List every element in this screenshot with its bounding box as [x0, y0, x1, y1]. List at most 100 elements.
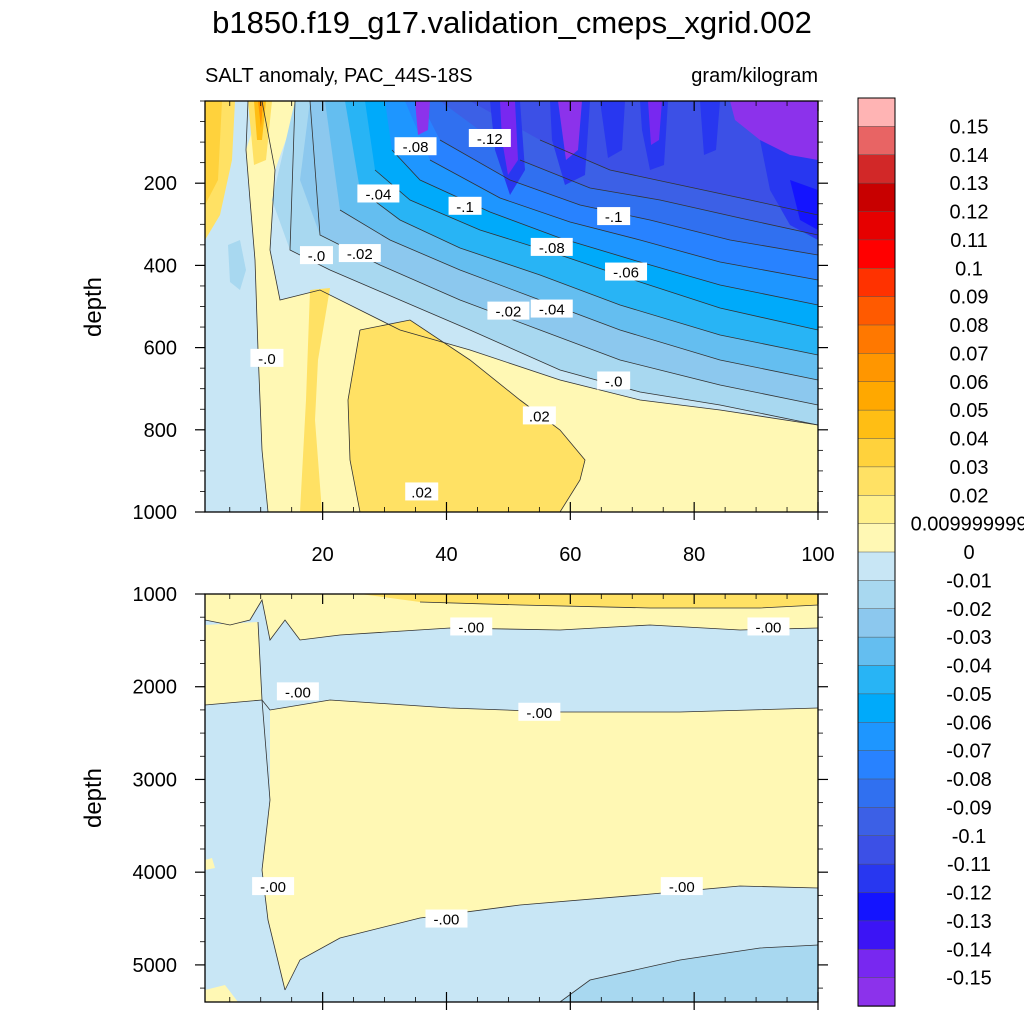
colorbar-swatch — [857, 353, 896, 383]
contour-label-box — [597, 207, 631, 226]
colorbar-label: -0.11 — [947, 854, 991, 876]
top-y-axis-label: depth — [80, 277, 107, 337]
contour-label: -.02 — [338, 244, 381, 263]
colorbar-label: 0.13 — [950, 173, 989, 195]
contour-label-box — [518, 702, 561, 721]
contour-label-box — [530, 237, 573, 256]
colorbar-label: -0.09 — [946, 797, 992, 819]
contour-label-box — [605, 262, 648, 281]
colorbar-swatch — [857, 977, 896, 1007]
contour-label: -.0 — [299, 246, 333, 265]
contour-label: .02 — [522, 406, 556, 425]
chart-subtitle-left: SALT anomaly, PAC_44S-18S — [205, 65, 473, 87]
colorbar-swatch — [857, 211, 896, 241]
colorbar-swatch — [857, 409, 896, 440]
contour-label-box — [530, 299, 573, 318]
shared-x-axis-labels: 20 40 60 80 100 — [312, 544, 835, 566]
colorbar-label: 0.15 — [950, 116, 989, 138]
colorbar-swatch — [857, 778, 896, 809]
colorbar-swatch — [857, 863, 896, 894]
bottom-y-tick-label: 3000 — [133, 769, 178, 791]
bottom-panel-frame — [204, 593, 819, 1003]
colorbar-swatch — [857, 892, 896, 922]
bottom-y-axis-label: depth — [80, 768, 107, 828]
contour-label-text: -.0 — [308, 248, 326, 265]
contour-label-box — [597, 371, 631, 390]
colorbar-swatch — [857, 750, 896, 780]
colorbar-swatch — [857, 438, 896, 468]
colorbar-label: 0.04 — [950, 429, 989, 451]
bottom-panel-field — [205, 594, 818, 1002]
contour-label-box — [487, 301, 530, 320]
colorbar-swatch — [857, 920, 896, 950]
contour-label-box — [276, 682, 319, 701]
colorbar-label: 0.02 — [950, 485, 989, 507]
x-tick-label: 20 — [312, 544, 334, 566]
contour-label-text: -.06 — [613, 265, 639, 282]
top-y-axis: 200 400 600 800 1000 — [133, 100, 828, 524]
contour-label-text: -.02 — [347, 246, 373, 263]
contour-label-text: -.00 — [260, 879, 286, 896]
colorbar-swatch — [857, 608, 896, 638]
bottom-y-axis: 1000 2000 3000 4000 5000 — [133, 584, 828, 989]
top-y-tick-label: 200 — [144, 173, 177, 195]
contour-label: -.00 — [276, 682, 319, 701]
colorbar-labels: 0.15 0.14 0.13 0.12 0.11 0.1 0.09 0.08 0.07 0.06 0… — [911, 116, 1024, 989]
contour-label: -.06 — [605, 262, 648, 282]
contour-label: -.00 — [660, 877, 703, 896]
contour-label-box — [747, 617, 790, 636]
contour-label-text: -.12 — [477, 131, 503, 148]
colorbar-label: 0.12 — [950, 202, 989, 224]
contour-label-box — [394, 137, 437, 156]
colorbar-swatch — [857, 97, 896, 128]
colorbar-label: 0.05 — [950, 400, 989, 422]
colorbar-label: 0.14 — [950, 145, 989, 167]
colorbar-swatch — [857, 722, 896, 752]
contour-label: -.04 — [530, 299, 573, 319]
contour-label: -.02 — [487, 301, 530, 321]
contour-label-text: -.1 — [605, 209, 623, 226]
contour-label: -.1 — [448, 196, 482, 216]
colorbar-label: -0.03 — [946, 627, 992, 649]
colorbar-label: 0.009999999 — [911, 514, 1024, 536]
colorbar-swatch — [857, 324, 896, 355]
contour-label: -.0 — [250, 348, 284, 368]
top-y-tick-label: 800 — [144, 420, 177, 442]
contour-label-box — [448, 196, 482, 215]
contour-label-text: -.02 — [495, 304, 521, 321]
contour-label-box — [660, 877, 703, 896]
colorbar-label: -0.01 — [946, 570, 992, 592]
contour-label: -.00 — [518, 702, 561, 722]
contour-label-text: -.00 — [756, 619, 782, 636]
contour-label-text: -.1 — [456, 199, 474, 216]
contour-label-text: -.0 — [605, 373, 623, 390]
colorbar-swatch — [857, 807, 896, 837]
contour-label: -.12 — [468, 128, 511, 148]
colorbar-label: 0.07 — [950, 343, 989, 365]
chart-units: gram/kilogram — [691, 65, 818, 87]
colorbar-label: -0.02 — [946, 599, 992, 621]
bottom-y-tick-label: 2000 — [133, 677, 178, 699]
bottom-y-tick-label: 5000 — [133, 955, 178, 977]
contour-label: -.00 — [450, 617, 493, 636]
top-y-tick-label: 1000 — [133, 502, 178, 524]
colorbar-swatch — [857, 466, 896, 496]
contour-label-box — [522, 406, 556, 425]
contour-label-text: -.00 — [434, 912, 460, 929]
contour-label-text: .02 — [529, 408, 550, 425]
colorbar-swatch — [857, 154, 896, 184]
bottom-x-axis-ticks — [229, 594, 819, 1010]
bottom-contour-labels: -.00 -.00 -.00 -.00 -.00 -.00 -.00 — [252, 617, 790, 929]
contour-label: -.08 — [394, 137, 437, 156]
contour-label-text: -.08 — [539, 240, 565, 257]
contour-label: -.00 — [747, 617, 790, 636]
contour-label-text: -.08 — [403, 139, 429, 156]
colorbar-swatch — [857, 693, 896, 723]
colorbar-label: 0.08 — [950, 315, 989, 337]
contour-label-text: -.0 — [258, 351, 276, 368]
contour-label: -.1 — [597, 207, 631, 226]
colorbar-label: 0.1 — [955, 258, 983, 280]
contour-label: -.00 — [425, 909, 468, 929]
